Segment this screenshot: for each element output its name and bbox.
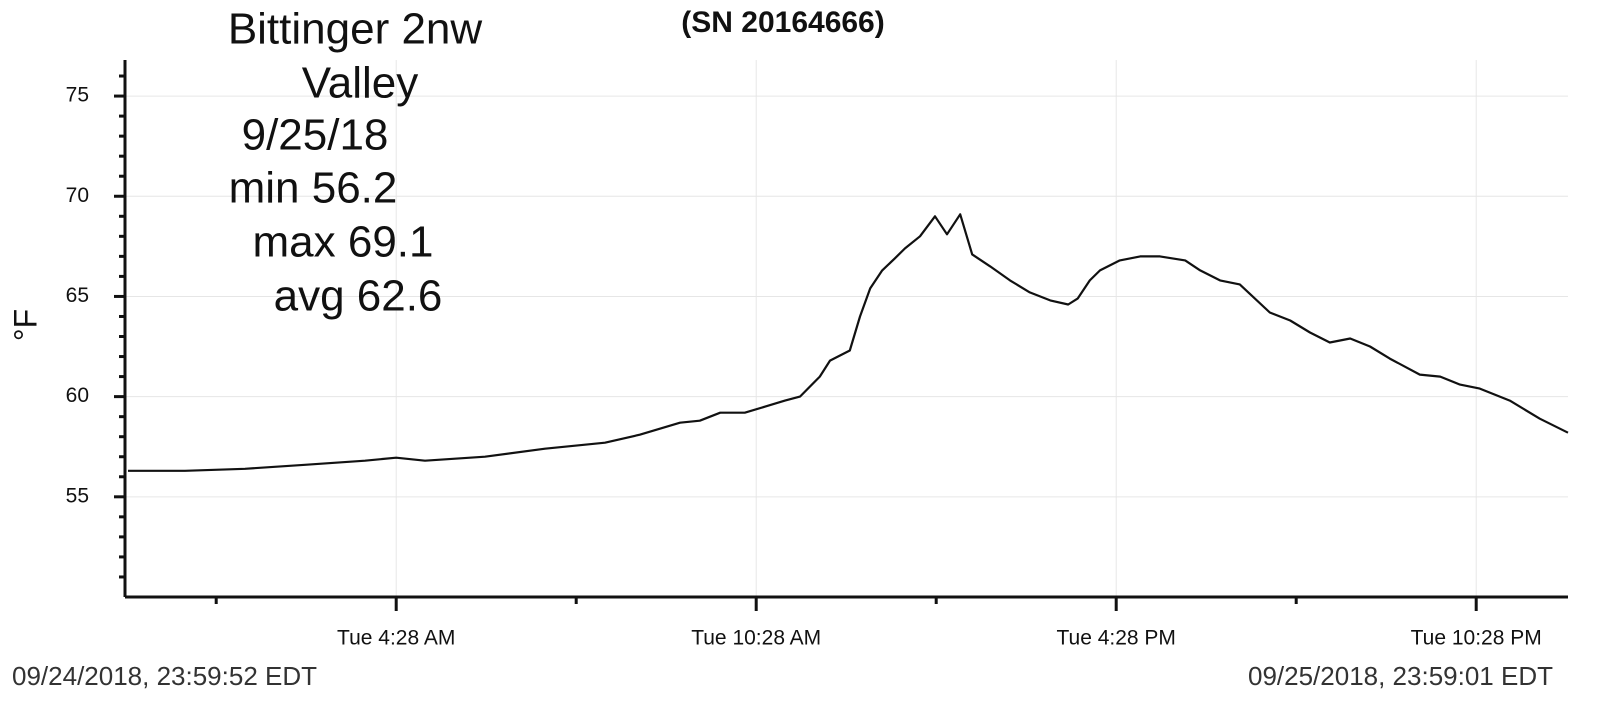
y-tick-label: 75 — [66, 84, 89, 107]
chart-title: (SN 20164666) — [681, 6, 884, 39]
annotation: avg 62.6 — [274, 272, 443, 321]
y-tick-label: 55 — [66, 484, 89, 507]
x-tick-label: Tue 10:28 PM — [1411, 627, 1542, 650]
y-axis-label: °F — [7, 309, 43, 341]
data-line — [128, 213, 1569, 472]
footer-end: 09/25/2018, 23:59:01 EDT — [1248, 661, 1553, 691]
annotation: 9/25/18 — [242, 111, 389, 160]
annotation: Bittinger 2nw — [228, 5, 483, 54]
annotation: max 69.1 — [253, 218, 434, 267]
footer-start: 09/24/2018, 23:59:52 EDT — [12, 661, 317, 691]
x-tick-label: Tue 4:28 AM — [337, 627, 455, 650]
annotation: Valley — [302, 59, 419, 108]
y-tick-label: 70 — [66, 184, 89, 207]
y-tick-label: 60 — [66, 384, 89, 407]
x-tick-label: Tue 10:28 AM — [691, 627, 821, 650]
annotation: min 56.2 — [229, 164, 398, 213]
y-tick-label: 65 — [66, 284, 89, 307]
x-tick-label: Tue 4:28 PM — [1056, 627, 1175, 650]
